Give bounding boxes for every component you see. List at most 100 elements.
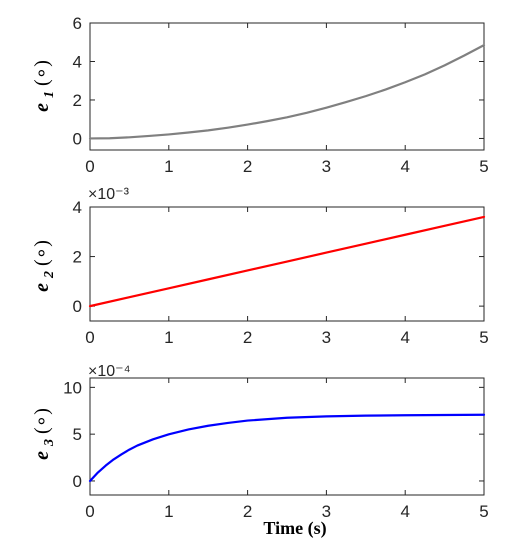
panel-e3-ylabel-main: e: [31, 451, 53, 460]
panel-e3-data-point: [444, 414, 445, 415]
panel-e1-data-point: [89, 138, 90, 139]
panel-e3-xtick-label: 4: [400, 502, 409, 521]
panel-e1-data-point: [385, 89, 386, 90]
panel-e1-plot: 0 1 2 3 4 5 0 2 4 6: [73, 14, 489, 176]
panel-e1: e 1 (∘): [31, 60, 58, 112]
panel-e2-xtick-label: 3: [322, 328, 331, 347]
panel-e2-data-point: [326, 252, 327, 253]
panel-e2-data-point: [444, 225, 445, 226]
panel-e2-xtick-label: 5: [479, 328, 488, 347]
panel-e2-axes-box: [89, 206, 485, 322]
panel-e3-exponent: ×10⁻⁴: [88, 363, 131, 380]
panel-e2-data-point: [247, 270, 248, 271]
panel-e1-data-point: [306, 112, 307, 113]
panel-e2-ylabel-main: e: [31, 283, 53, 292]
panel-e1-data-point: [149, 135, 150, 136]
panel-e1-xtick-label: 1: [164, 157, 173, 176]
panel-e1-ytick-label: 6: [73, 14, 82, 33]
panel-e1-data-point: [286, 117, 287, 118]
panel-e3-data-point: [227, 422, 228, 423]
panel-e1-xtick-label: 0: [85, 157, 94, 176]
panel-e1-xtick-label: 4: [400, 157, 409, 176]
panel-e3-ytick-label: 5: [73, 425, 82, 444]
panel-e3-data-point: [105, 465, 106, 466]
panel-e1-data-point: [109, 138, 110, 139]
panel-e3-ylabel-sub: 3: [42, 439, 57, 447]
panel-e3-ytick-label: 0: [73, 472, 82, 491]
panel-e1-ylabel-sub: 1: [42, 91, 57, 98]
panel-e3-xtick-label: 0: [85, 502, 94, 521]
panel-e2-data-point: [129, 297, 130, 298]
panel-e3-data-point: [129, 449, 130, 450]
panel-e1-ytick-label: 4: [73, 52, 82, 71]
panel-e2-ytick-label: 0: [73, 297, 82, 316]
panel-e2-ytick-label: 4: [73, 198, 82, 217]
panel-e1-data-point: [208, 130, 209, 131]
panel-e3-data-point: [483, 414, 484, 415]
panel-e1-ylabel: e 1 (∘): [31, 60, 58, 112]
panel-e2-xtick-label: 4: [400, 328, 409, 347]
panel-e1-data-point: [188, 132, 189, 133]
panel-e1-data-point: [326, 107, 327, 108]
panel-e3-data-point: [152, 439, 153, 440]
panel-e3-data-point: [247, 420, 248, 421]
panel-e2-ylabel: e 2 (∘): [31, 240, 58, 292]
panel-e1-data-point: [346, 101, 347, 102]
panel-e1-data-point: [405, 82, 406, 83]
panel-e3-xtick-label: 5: [479, 502, 488, 521]
panel-e2-data-point: [89, 306, 90, 307]
panel-e2-ylabel-unit: (∘): [31, 240, 53, 266]
panel-e2-plot: 0 1 2 3 4 5 0 2 4: [73, 198, 489, 347]
panel-e2-data-point: [365, 243, 366, 244]
panel-e2-series-line: [88, 215, 486, 308]
panel-e2-data-point: [168, 288, 169, 289]
panel-e1-xtick-label: 5: [479, 157, 488, 176]
panel-e3-data-point: [113, 459, 114, 460]
panel-e2-ytick-label: 2: [73, 248, 82, 267]
panel-e1-data-point: [464, 55, 465, 56]
panel-e2-data-point: [483, 216, 484, 217]
panel-e2-xtick-label: 2: [243, 328, 252, 347]
panel-e2-data-point: [208, 279, 209, 280]
panel-e3-series-line: [88, 413, 486, 483]
panel-e1-data-point: [444, 65, 445, 66]
panel-e1-data-point: [483, 45, 484, 46]
panel-e2-exponent: ×10⁻³: [88, 186, 130, 203]
panel-e3-ylabel-unit: (∘): [31, 408, 53, 434]
panel-e1-axes-box: [89, 22, 485, 151]
panel-e3-xtick-label: 1: [164, 502, 173, 521]
panel-e1-data-point: [247, 124, 248, 125]
panel-e1-data-point: [129, 137, 130, 138]
panel-e3-data-point: [405, 415, 406, 416]
panel-e1-data-point: [227, 127, 228, 128]
panel-e1-data-point: [267, 121, 268, 122]
panel-e1-ytick-label: 2: [73, 91, 82, 110]
panel-e2-ylabel-sub: 2: [42, 271, 57, 279]
panel-e3-data-point: [168, 434, 169, 435]
panel-e1-data-point: [365, 96, 366, 97]
panel-e1-xtick-label: 3: [322, 157, 331, 176]
panel-e3-data-point: [286, 417, 287, 418]
panel-e2-data-point: [405, 234, 406, 235]
panel-e2: ×10⁻³ e 2 (∘): [31, 186, 130, 292]
panel-e1-data-point: [168, 134, 169, 135]
panel-e3-plot: 0 1 2 3 4 5 0 5 10: [63, 377, 489, 521]
panel-e3-xtick-label: 2: [243, 502, 252, 521]
panel-e1-xtick-label: 2: [243, 157, 252, 176]
panel-e2-xtick-label: 1: [164, 328, 173, 347]
panel-e3-xtick-label: 3: [322, 502, 331, 521]
panel-e1-data-point: [424, 74, 425, 75]
panel-e1-ytick-label: 0: [73, 129, 82, 148]
panel-e1-ylabel-main: e: [31, 103, 53, 112]
panel-e3-data-point: [365, 415, 366, 416]
panel-e3-data-point: [97, 472, 98, 473]
panel-e2-data-point: [286, 261, 287, 262]
panel-e3-data-point: [188, 429, 189, 430]
panel-e2-xtick-label: 0: [85, 328, 94, 347]
panel-e3-axes-box: [89, 377, 485, 496]
panel-e3-ytick-label: 10: [63, 378, 82, 397]
panel-e3: ×10⁻⁴ e 3 (∘) Time (s): [31, 363, 327, 539]
panel-e1-ylabel-unit: (∘): [31, 60, 53, 86]
